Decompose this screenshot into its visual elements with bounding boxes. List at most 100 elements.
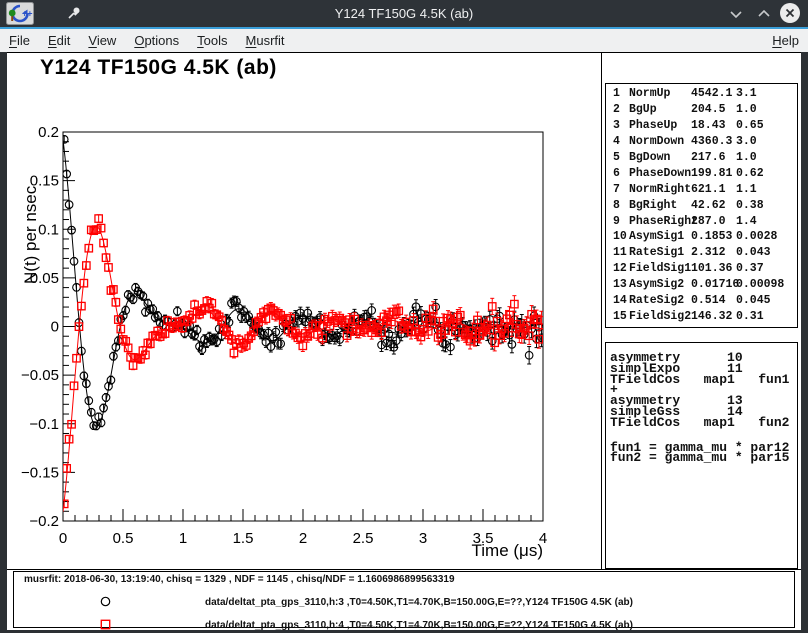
- pane-separator-vertical: [601, 53, 602, 569]
- param-pno: 1: [613, 87, 629, 100]
- param-row-BgRight: 8BgRight42.620.38: [613, 197, 797, 213]
- param-pname: FieldSig2: [629, 310, 691, 323]
- param-row-BgDown: 5BgDown217.61.0: [613, 150, 797, 166]
- root-canvas[interactable]: Y124 TF150G 4.5K (ab) 00.511.522.533.540…: [7, 52, 801, 630]
- close-button[interactable]: [780, 3, 800, 23]
- param-pval: 199.81: [691, 167, 736, 180]
- title-bar[interactable]: ++ Y124 TF150G 4.5K (ab): [0, 0, 808, 27]
- param-perr: 1.0: [736, 103, 797, 116]
- x-axis-label: Time (μs): [472, 541, 544, 560]
- param-pval: 42.62: [691, 199, 736, 212]
- chevron-up-icon: [758, 10, 770, 18]
- menu-item-options[interactable]: Options: [125, 33, 188, 48]
- param-pno: 4: [613, 135, 629, 148]
- x-tick-label: 1: [179, 530, 187, 547]
- param-perr: 0.65: [736, 119, 797, 132]
- param-pname: NormDown: [629, 135, 691, 148]
- param-pname: BgUp: [629, 103, 691, 116]
- menu-bar: FileEditViewOptionsToolsMusrfit Help: [0, 29, 808, 52]
- param-pval: 18.43: [691, 119, 736, 132]
- param-pval: 204.5: [691, 103, 736, 116]
- param-pname: AsymSig1: [629, 230, 691, 243]
- param-pno: 12: [613, 262, 629, 275]
- menu-item-edit[interactable]: Edit: [39, 33, 79, 48]
- param-row-NormDown: 4NormDown4360.33.0: [613, 134, 797, 150]
- musrfit-window: ++ Y124 TF150G 4.5K (ab): [0, 0, 808, 633]
- data-series-open-square: [61, 215, 546, 512]
- param-pname: PhaseRight: [629, 215, 691, 228]
- param-pname: PhaseDown: [629, 167, 691, 180]
- param-pno: 8: [613, 199, 629, 212]
- param-perr: 0.38: [736, 199, 797, 212]
- menu-item-help[interactable]: Help: [763, 33, 808, 48]
- window-title: Y124 TF150G 4.5K (ab): [0, 0, 808, 27]
- x-tick-label: 3: [419, 530, 427, 547]
- param-pno: 15: [613, 310, 629, 323]
- open-circle-icon: [100, 596, 111, 607]
- param-perr: 0.31: [736, 310, 797, 323]
- menu-item-tools[interactable]: Tools: [188, 33, 236, 48]
- param-pname: NormUp: [629, 87, 691, 100]
- param-row-RateSig2: 14RateSig20.5140.045: [613, 293, 797, 309]
- y-tick-label: −0.05: [21, 367, 59, 384]
- param-perr: 1.0: [736, 151, 797, 164]
- menu-item-view[interactable]: View: [79, 33, 125, 48]
- legend-row: data/deltat_pta_gps_3110,h:3 ,T0=4.50K,T…: [7, 596, 787, 608]
- y-tick-label: 0.1: [38, 221, 59, 238]
- param-perr: 0.045: [736, 294, 797, 307]
- param-perr: 1.1: [736, 183, 797, 196]
- param-perr: 3.0: [736, 135, 797, 148]
- param-pno: 14: [613, 294, 629, 307]
- param-pval: 2.312: [691, 246, 736, 259]
- x-axis: [63, 509, 543, 521]
- pane-separator-horizontal: [7, 569, 801, 570]
- param-perr: 0.62: [736, 167, 797, 180]
- y-axis: [63, 132, 75, 521]
- param-row-FieldSig2: 15FieldSig2146.320.31: [613, 308, 797, 324]
- param-pval: 0.1853: [691, 230, 736, 243]
- param-pno: 7: [613, 183, 629, 196]
- param-pno: 5: [613, 151, 629, 164]
- maximize-button[interactable]: [754, 4, 774, 24]
- param-perr: 3.1: [736, 87, 797, 100]
- param-pname: BgRight: [629, 199, 691, 212]
- param-pname: BgDown: [629, 151, 691, 164]
- theory-box: asymmetry 10 simplExpo 11 TFieldCos map1…: [605, 342, 798, 569]
- legend-row: data/deltat_pta_gps_3110,h:4 ,T0=4.50K,T…: [7, 619, 787, 631]
- open-square-icon: [100, 619, 111, 630]
- param-pno: 6: [613, 167, 629, 180]
- param-pval: 4360.3: [691, 135, 736, 148]
- plot-area[interactable]: 00.511.522.533.540.20.150.10.050−0.05−0.…: [7, 53, 601, 569]
- param-perr: 0.37: [736, 262, 797, 275]
- x-tick-label: 2: [299, 530, 307, 547]
- param-row-NormUp: 1NormUp4542.13.1: [613, 86, 797, 102]
- param-row-RateSig1: 11RateSig12.3120.043: [613, 245, 797, 261]
- param-row-AsymSig2: 13AsymSig20.017160.00098: [613, 277, 797, 293]
- param-pval: 0.514: [691, 294, 736, 307]
- y-tick-label: 0: [51, 319, 59, 336]
- param-pname: PhaseUp: [629, 119, 691, 132]
- param-pname: FieldSig1: [629, 262, 691, 275]
- param-pno: 10: [613, 230, 629, 243]
- chevron-down-icon: [730, 10, 742, 18]
- fit-status-line: musrfit: 2018-06-30, 13:19:40, chisq = 1…: [24, 574, 455, 585]
- param-perr: 1.4: [736, 215, 797, 228]
- menu-item-musrfit[interactable]: Musrfit: [237, 33, 294, 48]
- param-pval: 621.1: [691, 183, 736, 196]
- menu-item-file[interactable]: File: [0, 33, 39, 48]
- param-pno: 9: [613, 215, 629, 228]
- param-pno: 3: [613, 119, 629, 132]
- param-pname: RateSig1: [629, 246, 691, 259]
- x-tick-label: 2.5: [353, 530, 374, 547]
- x-tick-label: 0.5: [113, 530, 134, 547]
- param-pname: RateSig2: [629, 294, 691, 307]
- param-pval: 4542.1: [691, 87, 736, 100]
- legend-label: data/deltat_pta_gps_3110,h:4 ,T0=4.50K,T…: [205, 620, 633, 631]
- param-row-PhaseRight: 9PhaseRight287.01.4: [613, 213, 797, 229]
- fit-parameters-box: 1NormUp4542.13.12BgUp204.51.03PhaseUp18.…: [605, 83, 798, 328]
- minimize-button[interactable]: [726, 4, 746, 24]
- param-pval: 287.0: [691, 215, 736, 228]
- param-row-AsymSig1: 10AsymSig10.18530.0028: [613, 229, 797, 245]
- param-pval: 146.32: [691, 310, 736, 323]
- theory-fun-definitions: fun1 = gamma_mu * par12 fun2 = gamma_mu …: [610, 443, 797, 465]
